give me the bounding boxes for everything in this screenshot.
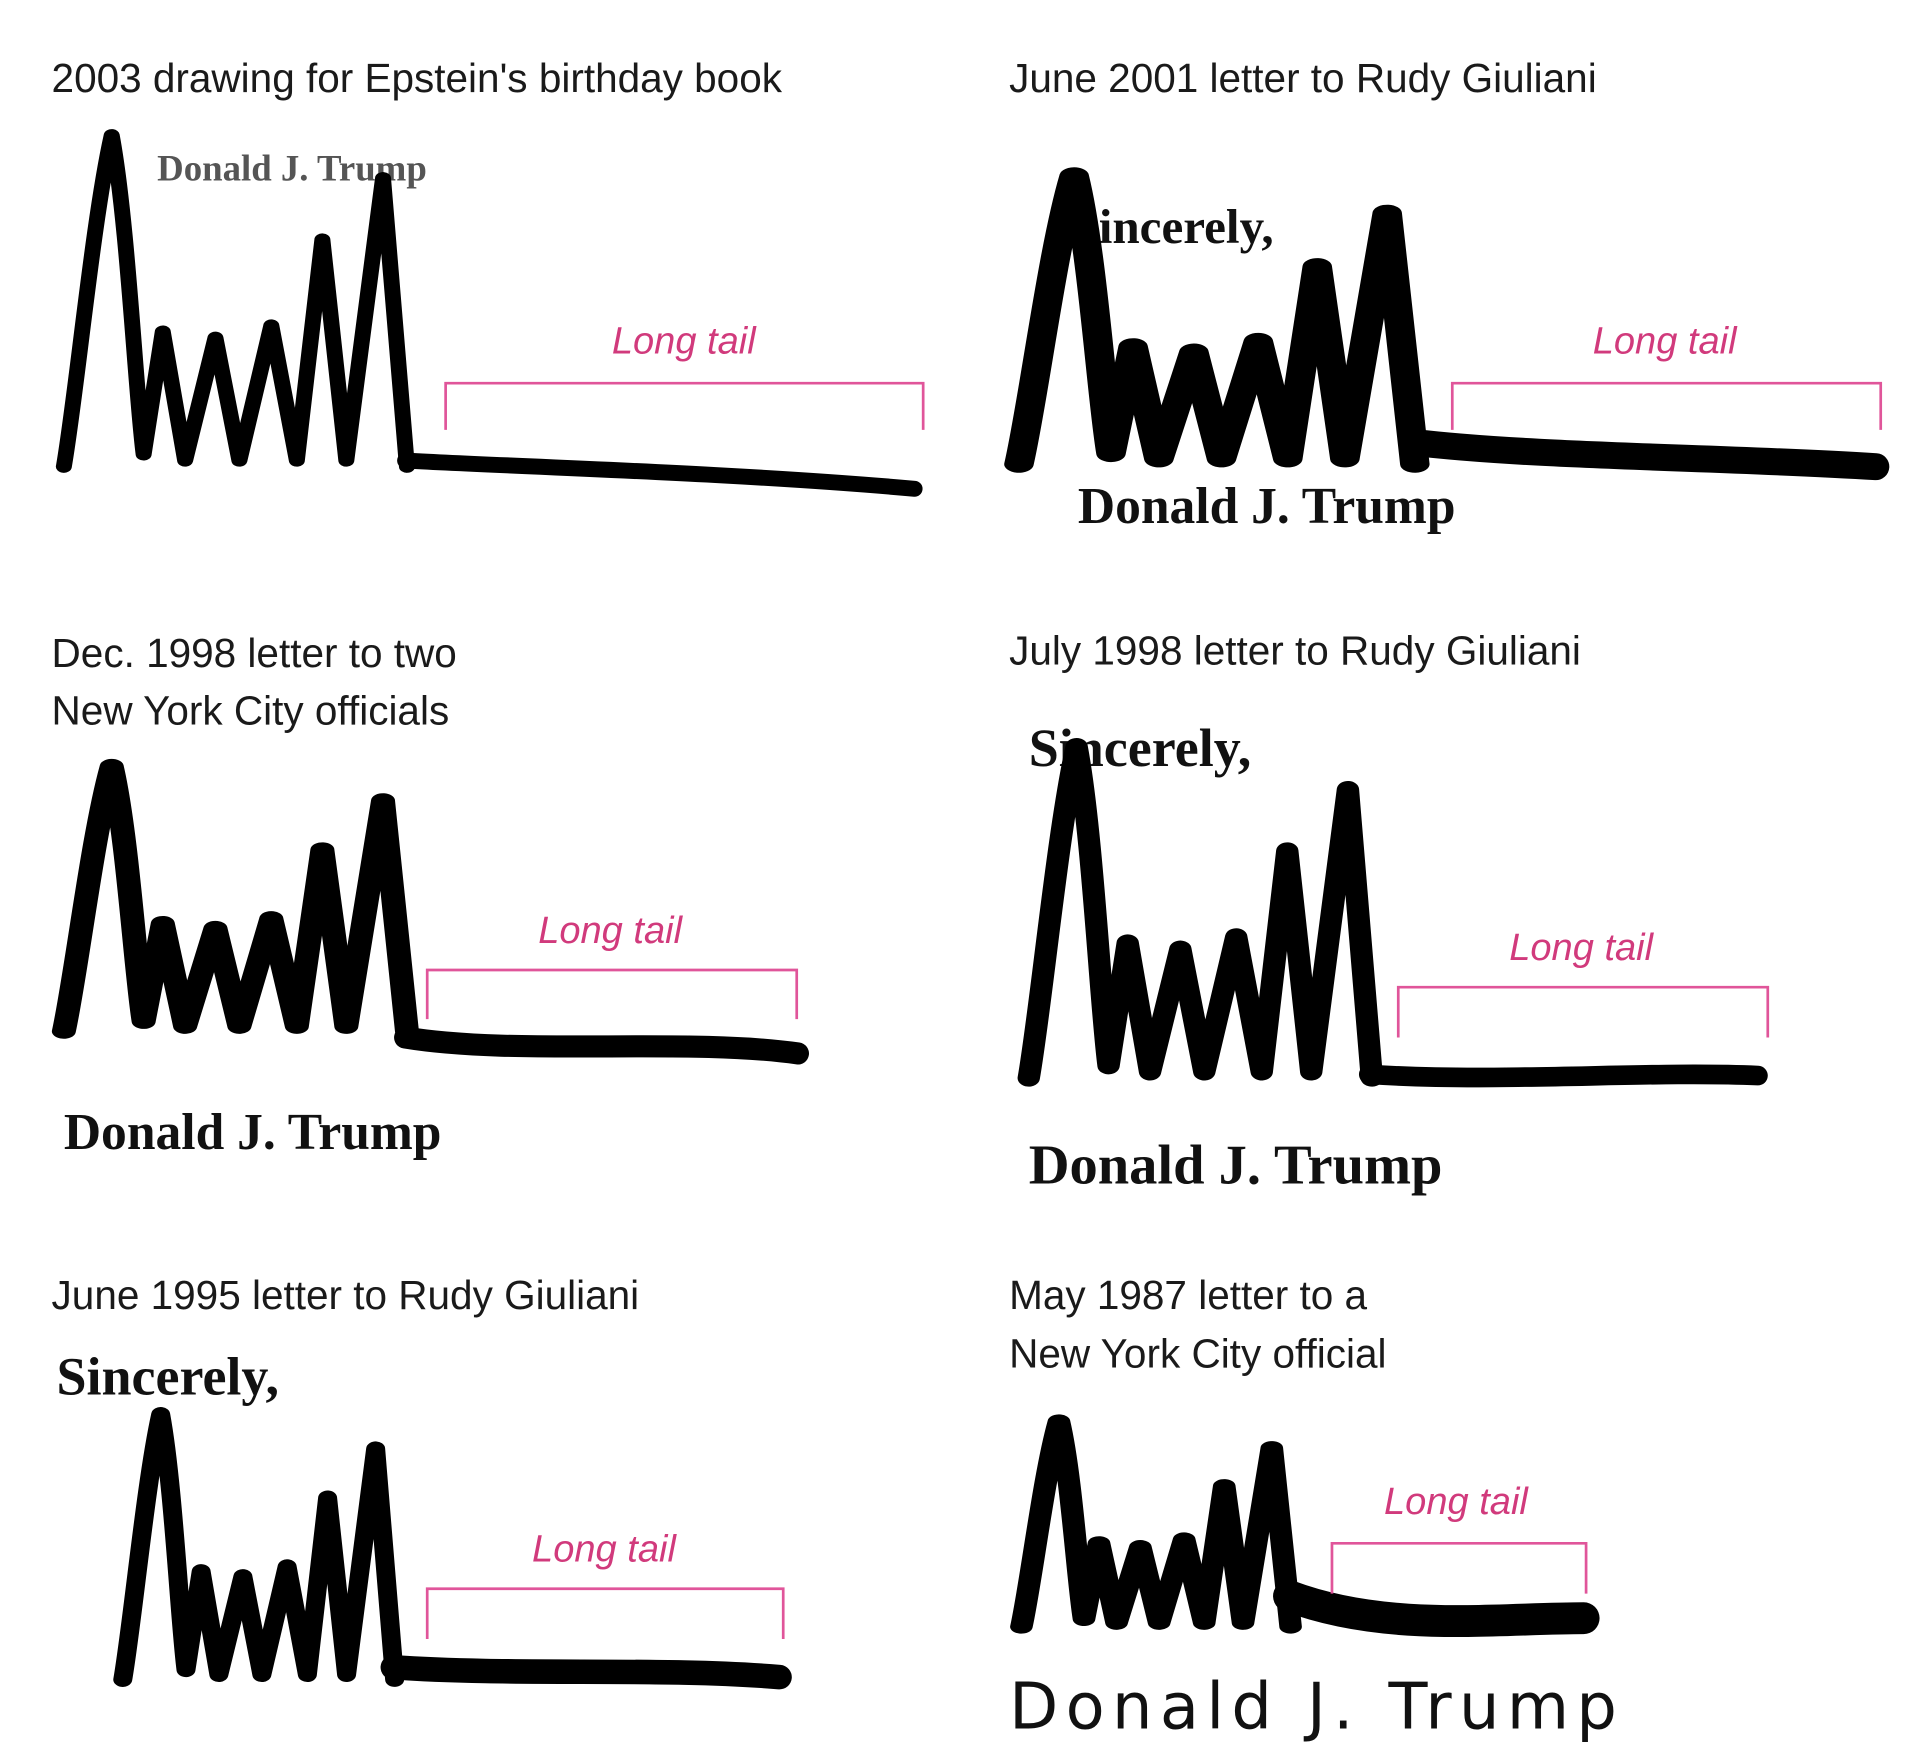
panel-caption-line: Dec. 1998 letter to two [52,630,457,676]
panel-dec-1998-letter: Dec. 1998 letter to two New York City of… [52,630,810,1161]
tail-bracket [1450,381,1883,430]
tail-bracket [425,1587,785,1640]
panel-june-1995-letter: June 1995 letter to Rudy Giuliani Sincer… [52,1272,792,1690]
signature-tail [397,452,923,497]
printed-name: Donald J. Trump [64,1104,442,1161]
panel-caption: June 1995 letter to Rudy Giuliani [52,1272,640,1318]
signature-tail [1358,1064,1768,1088]
long-tail-label: Long tail [532,1529,677,1571]
tail-bracket [1396,985,1770,1038]
panel-caption: June 2001 letter to Rudy Giuliani [1009,55,1597,101]
closing-text: incerely, [1099,199,1274,254]
signature-scribble [1021,1421,1290,1627]
panel-caption: 2003 drawing for Epstein's birthday book [52,55,783,101]
long-tail-label: Long tail [538,910,683,952]
panel-2003-drawing: 2003 drawing for Epstein's birthday book… [52,55,925,497]
signature-tail [1398,428,1890,481]
tail-bracket [1330,1541,1588,1594]
panel-july-1998-letter: July 1998 letter to Rudy Giuliani Sincer… [1009,627,1770,1197]
signature-tail [394,1026,810,1065]
long-tail-label: Long tail [1384,1481,1529,1523]
long-tail-label: Long tail [1593,321,1738,363]
signature-scribble [64,766,407,1031]
printed-name: Donald J. Trump [1009,1671,1624,1745]
tail-bracket [425,968,799,1020]
signature-tail [1273,1580,1600,1638]
panel-may-1987-letter: May 1987 letter to a New York City offic… [1009,1272,1624,1745]
panel-june-2001-letter: June 2001 letter to Rudy Giuliani incere… [1009,55,1890,535]
closing-text: Sincerely, [56,1347,279,1407]
signature-scribble [123,1414,395,1679]
long-tail-label: Long tail [612,321,757,363]
panel-caption-line: New York City official [1009,1331,1386,1377]
long-tail-label: Long tail [1509,927,1654,969]
panel-caption-line: May 1987 letter to a [1009,1272,1367,1318]
panel-caption: July 1998 letter to Rudy Giuliani [1009,627,1581,673]
signature-tail [380,1655,792,1690]
tail-bracket [444,381,925,430]
signature-scribble [1029,747,1372,1078]
printed-name: Donald J. Trump [1029,1135,1443,1197]
panel-caption-line: New York City officials [52,687,450,733]
printed-name: Donald J. Trump [1078,478,1456,535]
